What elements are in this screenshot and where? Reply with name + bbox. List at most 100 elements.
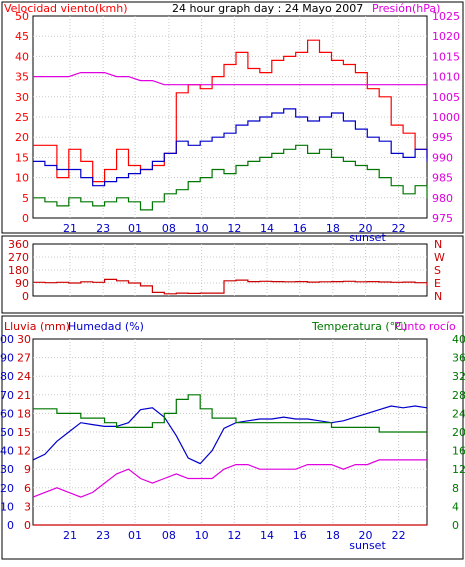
direction-y-tick-label: 270: [8, 251, 29, 264]
direction-series: [33, 278, 428, 295]
compass-tick-label: W: [434, 251, 445, 264]
temperature-y-tick-label: 0: [452, 519, 459, 532]
x-tick-label: 23: [96, 529, 110, 542]
climate-grid: [33, 339, 427, 525]
x-tick-label: 08: [162, 222, 176, 235]
rain-y-tick-label: 18: [17, 407, 31, 420]
wind-plot-area: [32, 15, 428, 219]
pressure-line: [33, 71, 427, 86]
pressure-y-tick-label: 995: [432, 131, 453, 144]
x-tick-label: 22: [392, 529, 406, 542]
wind-panel-frame: [1, 1, 464, 234]
direction-y-tick-label: 360: [8, 238, 29, 251]
x-tick-label: 10: [195, 529, 209, 542]
pressure-y-tick-label: 1005: [432, 91, 460, 104]
gust-line: [33, 39, 428, 183]
x-tick-label: 01: [128, 529, 142, 542]
wind-series: [33, 39, 428, 211]
axis-labels: 0510152025303540455097598098599099510001…: [0, 10, 465, 552]
x-tick-label: 16: [293, 529, 307, 542]
humidity-y-tick-label: 100: [0, 333, 14, 346]
wind-y-tick-label: 30: [15, 91, 29, 104]
x-tick-label: 14: [260, 529, 274, 542]
wind-y-tick-label: 40: [15, 50, 29, 63]
temperature-y-tick-label: 4: [452, 500, 459, 513]
humidity-y-tick-label: 60: [0, 407, 14, 420]
humidity-axis-title: Humedad (%): [68, 320, 144, 333]
compass-tick-label: S: [434, 264, 441, 277]
pressure-y-tick-label: 980: [432, 192, 453, 205]
sunset-label: sunset: [349, 539, 386, 552]
pressure-y-tick-label: 975: [432, 212, 453, 225]
humidity-y-tick-label: 50: [0, 426, 14, 439]
temperature-y-tick-label: 36: [452, 352, 465, 365]
direction-panel-frame: [1, 235, 464, 314]
wind-axis-title: Velocidad viento(kmh): [4, 2, 128, 15]
wind-y-tick-label: 45: [15, 30, 29, 43]
rain-y-tick-label: 30: [17, 333, 31, 346]
climate-plot-area: [32, 338, 428, 526]
temperature-axis-title: Temperatura (°C): [311, 320, 407, 333]
pressure-y-tick-label: 1010: [432, 71, 460, 84]
dewpoint-axis-title: Punto rocío: [394, 320, 456, 333]
x-tick-label: 16: [293, 222, 307, 235]
humidity-line: [32, 405, 428, 465]
chart-title: 24 hour graph day : 24 Mayo 2007: [172, 2, 363, 15]
pressure-y-tick-label: 985: [432, 172, 453, 185]
x-tick-label: 21: [63, 529, 77, 542]
compass-tick-label: N: [434, 238, 442, 251]
x-tick-label: 20: [359, 529, 373, 542]
x-tick-label: 08: [162, 529, 176, 542]
rain-y-tick-label: 0: [24, 519, 31, 532]
humidity-y-tick-label: 70: [0, 389, 14, 402]
humidity-y-tick-label: 40: [0, 445, 14, 458]
average-wind-line: [33, 108, 428, 187]
rain-y-tick-label: 15: [17, 426, 31, 439]
temperature-y-tick-label: 40: [452, 333, 465, 346]
x-tick-label: 21: [63, 222, 77, 235]
wind-y-tick-label: 15: [15, 151, 29, 164]
rain-y-tick-label: 27: [17, 352, 31, 365]
humidity-y-tick-label: 0: [7, 519, 14, 532]
dewpoint-line: [32, 459, 427, 498]
wind-y-tick-label: 35: [15, 71, 29, 84]
rain-y-tick-label: 3: [24, 500, 31, 513]
wind-y-tick-label: 5: [22, 192, 29, 205]
wind-y-tick-label: 0: [22, 212, 29, 225]
x-tick-label: 14: [260, 222, 274, 235]
direction-y-tick-label: 90: [15, 277, 29, 290]
climate-panel-frame: [1, 315, 464, 560]
pressure-y-tick-label: 990: [432, 151, 453, 164]
pressure-y-tick-label: 1015: [432, 50, 460, 63]
temperature-y-tick-label: 8: [452, 482, 459, 495]
temperature-y-tick-label: 16: [452, 445, 465, 458]
rain-y-tick-label: 12: [17, 445, 31, 458]
rain-y-tick-label: 24: [17, 370, 31, 383]
temperature-line: [33, 394, 427, 433]
pressure-y-tick-label: 1025: [432, 10, 460, 23]
direction-plot-area: [32, 243, 428, 297]
x-tick-label: 20: [359, 222, 373, 235]
wind-y-tick-label: 50: [15, 10, 29, 23]
temperature-y-tick-label: 20: [452, 426, 465, 439]
rain-y-tick-label: 21: [17, 389, 31, 402]
humidity-y-tick-label: 10: [0, 500, 14, 513]
compass-tick-label: N: [434, 290, 442, 303]
x-tick-label: 18: [326, 222, 340, 235]
wind-y-tick-label: 25: [15, 111, 29, 124]
x-tick-label: 23: [96, 222, 110, 235]
pressure-y-tick-label: 1000: [432, 111, 460, 124]
humidity-y-tick-label: 80: [0, 370, 14, 383]
low-wind-line: [33, 144, 428, 211]
direction-line: [33, 278, 428, 295]
wind-y-tick-label: 10: [15, 172, 29, 185]
rain-axis-title: Lluvia (mm): [4, 320, 70, 333]
x-tick-label: 12: [227, 529, 241, 542]
pressure-axis-title: Presión(hPa): [372, 2, 440, 15]
compass-tick-label: E: [434, 277, 441, 290]
temperature-y-tick-label: 32: [452, 370, 465, 383]
rain-y-tick-label: 6: [24, 482, 31, 495]
x-tick-label: 10: [195, 222, 209, 235]
direction-y-tick-label: 0: [22, 290, 29, 303]
